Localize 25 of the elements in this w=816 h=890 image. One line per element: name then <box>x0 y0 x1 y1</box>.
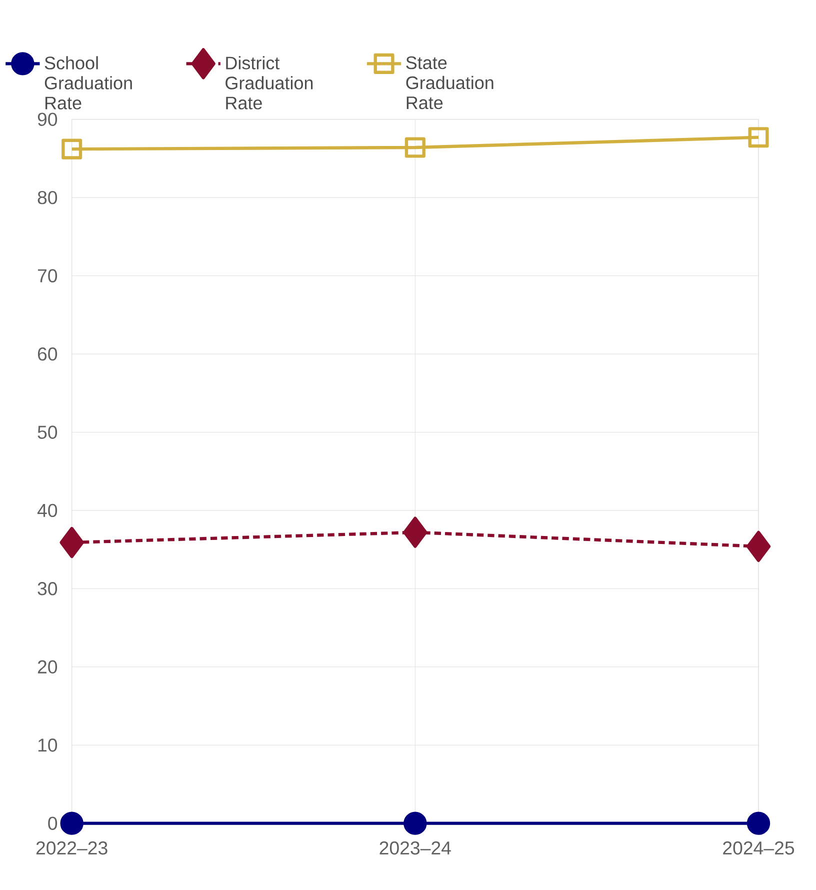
legend-label: School Graduation Rate <box>44 56 132 110</box>
point <box>746 812 770 835</box>
y-tick-label: 20 <box>38 660 57 674</box>
y-tick-label: 50 <box>38 426 57 439</box>
point <box>60 812 84 835</box>
point <box>59 526 84 558</box>
x-tick-label: 2022–23 <box>36 841 108 855</box>
legend-label: District Graduation Rate <box>225 56 312 110</box>
point <box>748 127 769 148</box>
y-tick-label: 70 <box>38 269 57 282</box>
x-tick-label: 2024–25 <box>722 841 794 855</box>
y-tick-label: 30 <box>38 582 57 596</box>
y-tick-label: 60 <box>38 347 57 361</box>
y-tick-label: 80 <box>38 190 57 204</box>
y-tick-label: 40 <box>37 504 57 518</box>
point <box>404 137 426 158</box>
y-tick-label: 0 <box>48 816 57 830</box>
point <box>403 812 427 835</box>
point <box>746 530 770 562</box>
legend-label: State Graduation Rate <box>406 56 494 110</box>
y-tick-label: 90 <box>38 112 57 126</box>
point <box>61 138 82 160</box>
x-tick-label: 2023–24 <box>380 841 451 855</box>
y-tick-label: 10 <box>38 738 57 752</box>
point <box>402 516 428 548</box>
